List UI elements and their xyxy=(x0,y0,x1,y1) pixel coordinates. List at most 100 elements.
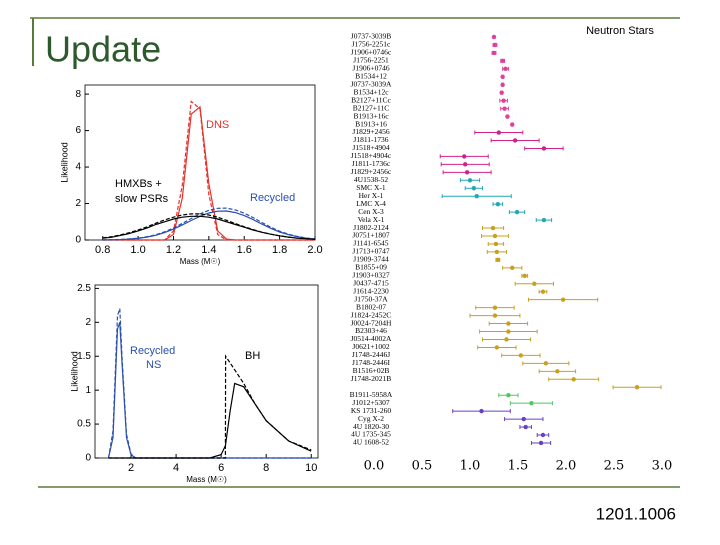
x-tick-label: 1.5 xyxy=(508,459,529,474)
mass-point xyxy=(540,289,546,294)
mass-point xyxy=(492,313,498,318)
mass-point xyxy=(504,337,509,342)
mass-point xyxy=(500,58,505,64)
star-label: J1903+0327 xyxy=(352,271,389,280)
y-tick-label: 1.5 xyxy=(77,351,91,362)
mass-point xyxy=(492,42,498,48)
x-tick-label: 1.6 xyxy=(237,244,252,256)
star-label: J1748-2021B xyxy=(351,374,391,383)
y-tick-label: 2 xyxy=(75,198,81,209)
star-label: J0751+1807 xyxy=(352,231,389,240)
y-axis-label: Likelihood xyxy=(59,142,69,183)
mass-point xyxy=(541,146,547,151)
y-tick-label: 4 xyxy=(75,162,81,173)
star-label: J1829+2456 xyxy=(352,127,389,136)
star-label: J1909-3744 xyxy=(353,255,389,264)
curve xyxy=(102,207,316,241)
x-tick-label: 1.0 xyxy=(130,244,145,256)
x-axis-label: Mass (M☉) xyxy=(186,475,227,484)
star-label: J1802-2124 xyxy=(353,223,389,232)
curve xyxy=(107,308,312,459)
star-label: J1713+0747 xyxy=(352,247,389,256)
mass-point xyxy=(479,408,484,414)
mass-point xyxy=(500,74,505,80)
mass-point xyxy=(555,369,560,374)
x-tick-label: 0.5 xyxy=(412,459,433,474)
mass-point xyxy=(502,106,507,111)
mass-point xyxy=(467,178,473,183)
x-tick-label: 10 xyxy=(305,462,317,474)
star-label: Her X-1 xyxy=(359,191,384,200)
mass-point xyxy=(532,281,537,286)
footer: 1201.1006 xyxy=(596,504,676,523)
x-tick-label: 6 xyxy=(218,462,224,474)
annotation: slow PSRs xyxy=(115,193,169,205)
star-label: J1750-37A xyxy=(354,294,388,303)
star-label: LMC X-4 xyxy=(356,199,386,208)
mass-point xyxy=(499,90,504,95)
curve xyxy=(108,354,312,459)
mass-point xyxy=(496,130,501,135)
star-label: 4U 1608-52 xyxy=(353,438,389,447)
mass-point xyxy=(492,305,498,310)
star-label: J0437-4715 xyxy=(353,278,389,287)
star-label: B1913+16c xyxy=(353,111,389,120)
star-label: B1802-07 xyxy=(356,302,386,311)
x-tick-label: 8 xyxy=(263,462,269,474)
x-tick-label: 0.0 xyxy=(364,459,385,474)
mass-point xyxy=(491,34,497,40)
mass-point xyxy=(529,400,534,406)
annotation: HMXBs + xyxy=(115,178,162,190)
star-label: B1913+16 xyxy=(355,119,387,128)
star-label: B2127+11Cc xyxy=(351,95,391,104)
star-label: J1748-2446J xyxy=(352,350,390,359)
star-label: J1906+0746 xyxy=(352,64,389,73)
x-tick-label: 2.0 xyxy=(556,459,577,474)
annotation: Recycled xyxy=(250,192,295,204)
mass-point xyxy=(540,432,546,438)
star-label: 4U1538-52 xyxy=(354,175,388,184)
curve xyxy=(102,210,316,241)
star-label: J1012+5307 xyxy=(352,398,389,407)
mass-point xyxy=(500,82,505,87)
x-tick-label: 2.5 xyxy=(604,459,625,474)
mass-point xyxy=(490,225,496,231)
star-label: 4U 1820-30 xyxy=(353,422,389,431)
mass-point xyxy=(491,50,497,56)
star-label: J1811-1736 xyxy=(353,135,388,144)
mass-point xyxy=(518,353,524,358)
curve xyxy=(108,382,312,459)
mass-point xyxy=(523,424,528,430)
annotation: BH xyxy=(245,350,260,362)
mass-point xyxy=(506,393,511,398)
y-tick-label: 0.5 xyxy=(77,419,91,430)
mass-point xyxy=(463,162,468,167)
mass-point xyxy=(510,122,515,127)
star-label: J0737-3039B xyxy=(351,32,391,41)
slide-title: Update xyxy=(45,29,161,70)
mass-point xyxy=(494,249,500,255)
mass-point xyxy=(474,194,479,199)
x-axis-label: Mass (M☉) xyxy=(180,257,221,266)
star-label: J1756-2251 xyxy=(353,56,389,65)
star-label: J1906+0746c xyxy=(351,48,392,57)
star-label: J1518+4904 xyxy=(352,143,389,152)
mass-point xyxy=(493,241,499,247)
plot-frame xyxy=(84,84,316,241)
star-label: J1829+2456c xyxy=(351,167,392,176)
x-tick-label: 2.0 xyxy=(307,244,322,256)
plot-frame xyxy=(94,284,319,459)
star-label: B1516+02B xyxy=(353,366,390,375)
curve xyxy=(102,100,315,241)
mass-point xyxy=(505,114,510,119)
annotation: DNS xyxy=(206,119,229,131)
mass-point xyxy=(510,265,515,271)
annotation: Recycled xyxy=(130,345,175,357)
x-tick-label: 1.8 xyxy=(272,244,287,256)
star-label: KS 1731-260 xyxy=(351,406,391,415)
x-tick-label: 1.0 xyxy=(460,459,481,474)
x-tick-label: 1.2 xyxy=(166,244,181,256)
annotation: NS xyxy=(146,359,161,371)
y-tick-label: 2 xyxy=(85,317,91,328)
star-label: J1824-2452C xyxy=(351,310,391,319)
